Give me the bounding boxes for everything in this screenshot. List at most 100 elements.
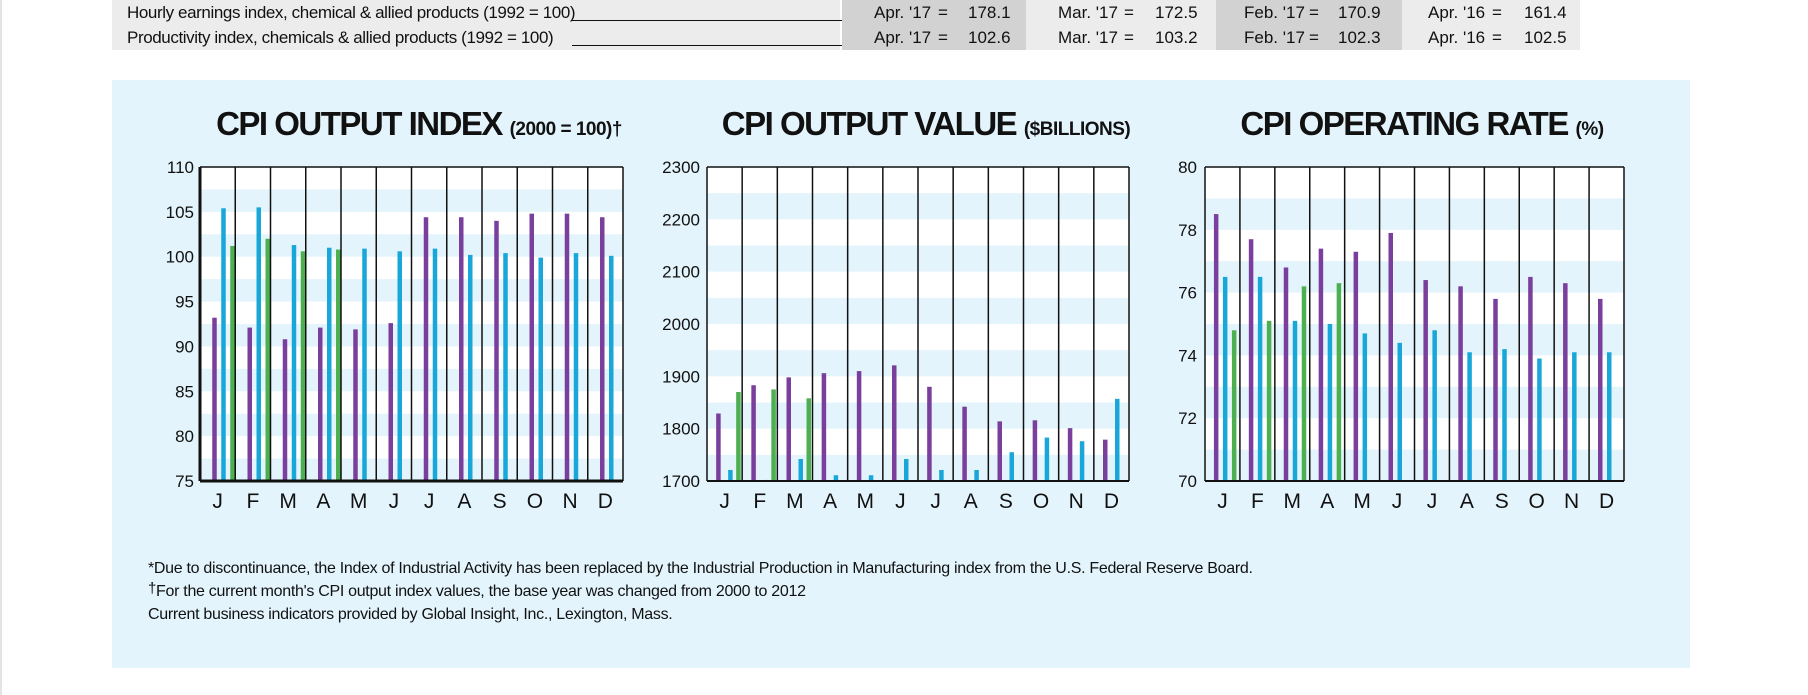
bar-blue bbox=[1432, 330, 1437, 481]
cell-equals: = bbox=[1492, 28, 1502, 47]
bar-purple bbox=[529, 213, 534, 481]
cell-period: Feb. '17 bbox=[1244, 3, 1305, 22]
bar-green bbox=[771, 389, 776, 481]
table-cell: Mar. '17 = 103.2 bbox=[1026, 25, 1216, 50]
bar-blue bbox=[1502, 349, 1507, 481]
bar-purple bbox=[1458, 286, 1463, 481]
cell-equals: = bbox=[1309, 3, 1319, 22]
bar-blue bbox=[1079, 441, 1085, 481]
cell-equals: = bbox=[938, 3, 948, 22]
x-tick-label: J bbox=[212, 490, 223, 513]
chart-title-main: CPI OUTPUT VALUE bbox=[722, 105, 1024, 142]
cell-value: 103.2 bbox=[1155, 28, 1198, 47]
x-tick-label: F bbox=[753, 490, 766, 513]
y-tick-label: 2000 bbox=[662, 315, 700, 334]
x-tick-label: J bbox=[1217, 490, 1228, 513]
leader-line bbox=[572, 45, 947, 46]
x-tick-label: N bbox=[563, 490, 578, 513]
x-tick-label: F bbox=[1251, 490, 1264, 513]
bar-purple bbox=[564, 213, 570, 481]
x-tick-label: M bbox=[350, 490, 368, 513]
bar-blue bbox=[728, 470, 733, 481]
bar-green bbox=[1231, 330, 1237, 481]
cell-period: Apr. '17 bbox=[874, 3, 932, 22]
bar-purple bbox=[1248, 239, 1254, 481]
bar-purple bbox=[600, 217, 605, 482]
cell-equals: = bbox=[938, 28, 948, 47]
cell-equals: = bbox=[1124, 28, 1134, 47]
x-tick-label: O bbox=[527, 490, 543, 513]
bar-purple bbox=[1528, 276, 1533, 481]
y-tick-label: 70 bbox=[1178, 472, 1197, 491]
bar-blue bbox=[904, 459, 909, 481]
bar-green bbox=[1301, 286, 1307, 481]
x-tick-label: A bbox=[823, 490, 837, 513]
bar-blue bbox=[327, 247, 332, 481]
cell-equals: = bbox=[1492, 3, 1502, 22]
bar-purple bbox=[1213, 214, 1219, 481]
cell-period: Apr. '17 bbox=[874, 28, 932, 47]
footnote-base-year: †For the current month's CPI output inde… bbox=[148, 580, 1253, 603]
x-tick-label: M bbox=[786, 490, 804, 513]
y-tick-label: 1800 bbox=[662, 420, 700, 439]
cell-period: Apr. '16 bbox=[1428, 28, 1486, 47]
table-cell: Feb. '17 = 170.9 bbox=[1216, 0, 1402, 25]
cell-period: Mar. '17 bbox=[1058, 3, 1118, 22]
bar-blue bbox=[1327, 324, 1333, 481]
bar-purple bbox=[459, 217, 464, 482]
bar-purple bbox=[247, 327, 252, 481]
y-tick-label: 110 bbox=[167, 158, 194, 177]
bar-purple bbox=[423, 217, 429, 482]
bar-blue bbox=[291, 245, 297, 481]
chart-panel: 75 80 85 90 95 100 105 110 J F M A M J J A S O N D CPI OUTPU… bbox=[112, 80, 1690, 668]
cell-value: 170.9 bbox=[1338, 3, 1381, 22]
bar-blue bbox=[1257, 276, 1263, 481]
bar-purple bbox=[997, 421, 1002, 481]
bar-blue bbox=[974, 470, 979, 481]
footnote-base-year-text: For the current month's CPI output index… bbox=[156, 583, 806, 600]
y-tick-label: 2200 bbox=[662, 210, 700, 229]
chart-title-unit: (2000 = 100)† bbox=[510, 119, 622, 140]
x-tick-label: A bbox=[1460, 490, 1474, 513]
cell-period: Apr. '16 bbox=[1428, 3, 1486, 22]
row-label: Productivity index, chemicals & allied p… bbox=[127, 28, 554, 47]
x-tick-label: S bbox=[493, 490, 507, 513]
x-tick-label: A bbox=[964, 490, 978, 513]
cell-equals: = bbox=[1309, 28, 1319, 47]
y-tick-label: 74 bbox=[1178, 346, 1197, 365]
x-tick-label: O bbox=[1033, 490, 1049, 513]
bar-purple bbox=[892, 365, 897, 481]
bar-blue bbox=[573, 253, 579, 481]
bar-blue bbox=[1115, 398, 1120, 481]
bar-purple bbox=[1353, 251, 1359, 481]
chart-title-unit: ($BILLIONS) bbox=[1024, 119, 1131, 140]
y-tick-label: 1900 bbox=[662, 367, 700, 386]
bar-purple bbox=[1283, 267, 1289, 481]
table-cell: Apr. '16 = 102.5 bbox=[1402, 25, 1580, 50]
row-label: Hourly earnings index, chemical & allied… bbox=[127, 3, 576, 22]
bar-blue bbox=[1467, 352, 1472, 481]
bar-purple bbox=[927, 386, 932, 481]
dagger-mark: † bbox=[148, 580, 157, 597]
bar-green bbox=[265, 238, 270, 481]
x-tick-label: M bbox=[1353, 490, 1371, 513]
bar-green bbox=[336, 249, 341, 481]
x-tick-label: J bbox=[424, 490, 435, 513]
bar-blue bbox=[362, 248, 367, 481]
y-tick-label: 1700 bbox=[662, 472, 700, 491]
bar-purple bbox=[786, 377, 791, 481]
y-tick-label: 100 bbox=[166, 248, 194, 267]
bar-blue bbox=[468, 254, 473, 481]
chart-title-main: CPI OUTPUT INDEX bbox=[216, 105, 510, 142]
table-cell: Mar. '17 = 172.5 bbox=[1026, 0, 1216, 25]
x-tick-label: S bbox=[1495, 490, 1509, 513]
cell-value: 102.6 bbox=[968, 28, 1011, 47]
y-tick-label: 72 bbox=[1178, 409, 1197, 428]
bar-purple bbox=[962, 406, 967, 481]
bar-blue bbox=[538, 257, 543, 481]
cell-period: Feb. '17 bbox=[1244, 28, 1305, 47]
bar-blue bbox=[221, 208, 226, 482]
bar-purple bbox=[318, 327, 323, 481]
x-tick-label: O bbox=[1529, 490, 1545, 513]
bar-purple bbox=[1423, 280, 1428, 481]
